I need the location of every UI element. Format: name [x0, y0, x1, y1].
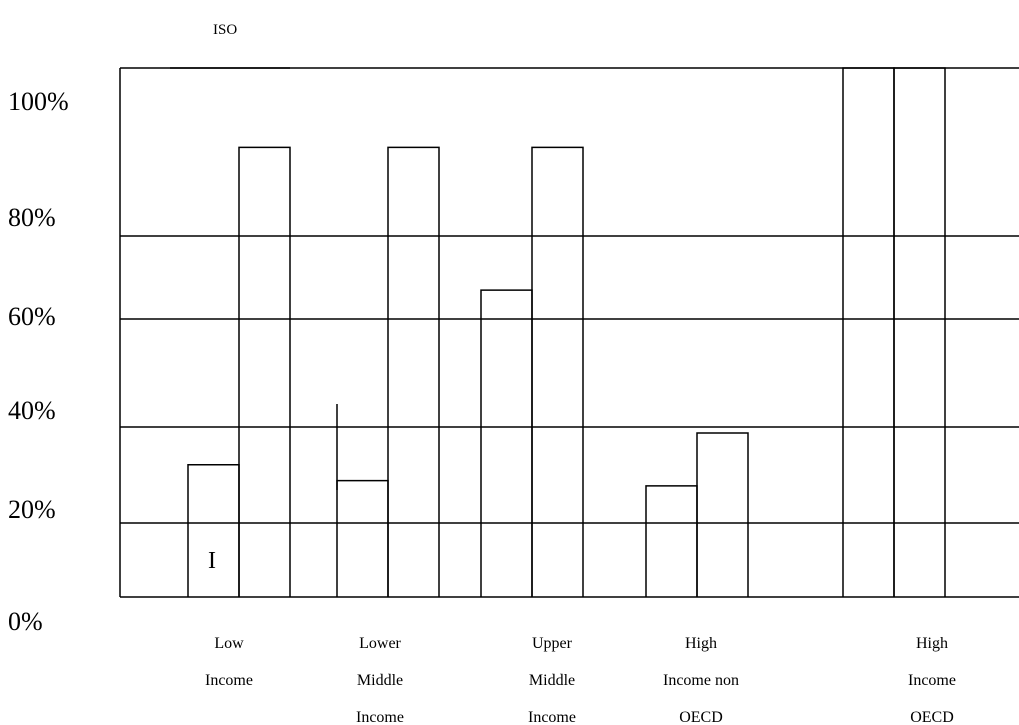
x-tick-label: High: [916, 635, 948, 652]
bar-series1-5: [843, 68, 894, 597]
y-tick-label: 60%: [8, 302, 56, 331]
x-tick-label: OECD: [679, 709, 723, 725]
bar-series1-3: [481, 290, 532, 597]
x-tick-label: OECD: [910, 709, 954, 725]
y-tick-label: 100%: [8, 87, 69, 116]
x-tick-label: Income: [528, 709, 576, 725]
x-tick-label: Low: [214, 635, 244, 652]
gridlines: [120, 68, 1019, 523]
x-tick-label: Income: [908, 672, 956, 689]
x-tick-label: High: [685, 635, 717, 652]
x-tick-label: Income non: [663, 672, 739, 689]
bar-series1-2: [337, 481, 388, 597]
bars: [188, 68, 945, 597]
chart-title: ISO: [213, 22, 237, 38]
x-axis-labels: Low Income Lower Middle Income Upper Middle Inc…: [205, 635, 956, 725]
y-tick-label: 0%: [8, 607, 43, 636]
bar-series2-4: [697, 433, 748, 597]
x-tick-label: Income: [356, 709, 404, 725]
bar-series2-5: [894, 68, 945, 597]
bar-series2-3: [532, 147, 583, 597]
y-tick-label: 20%: [8, 495, 56, 524]
x-tick-label: Middle: [529, 672, 575, 689]
bar-series2-2: [388, 147, 439, 597]
x-tick-label: Middle: [357, 672, 403, 689]
bar-series2-1: [239, 147, 290, 597]
x-tick-label: Lower: [359, 635, 401, 652]
x-tick-label: Income: [205, 672, 253, 689]
x-tick-label: Upper: [532, 635, 573, 652]
bar-series1-1: [188, 465, 239, 597]
bar-series1-4: [646, 486, 697, 597]
annotation-marker: I: [208, 548, 216, 574]
y-tick-label: 40%: [8, 396, 56, 425]
y-tick-label: 80%: [8, 203, 56, 232]
y-axis: 0% 20% 40% 60% 80% 100%: [8, 68, 1019, 636]
